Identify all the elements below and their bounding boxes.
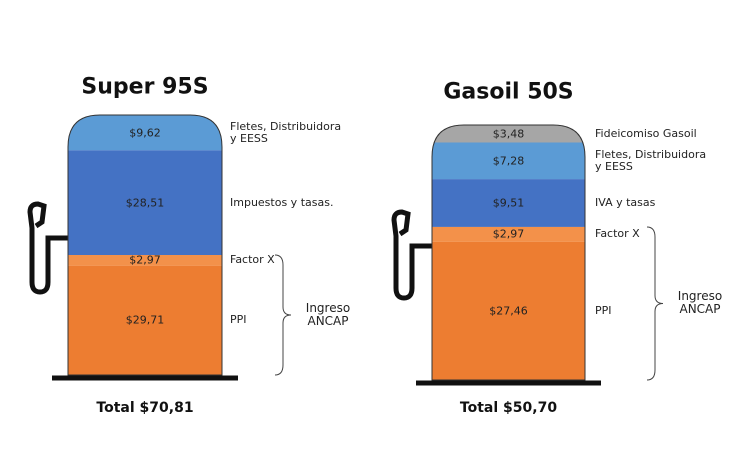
chart-title: Super 95S — [81, 74, 209, 100]
value-label: $2,97 — [129, 253, 161, 267]
nozzle — [27, 201, 68, 295]
segment-label: Fletes, Distribuidora y EESS — [595, 147, 707, 173]
total: Total $70,81 — [96, 400, 194, 416]
bracket — [274, 254, 292, 376]
value-label: $7,28 — [492, 154, 525, 168]
segment-label: Factor X — [595, 227, 640, 241]
value-label: $2,97 — [492, 227, 525, 241]
segment — [68, 150, 222, 256]
segment — [432, 226, 585, 242]
segment-label: Fideicomiso Gasoil — [595, 126, 697, 140]
segment-label: Fletes, Distribuidora y EESS — [230, 119, 342, 145]
segment-label: PPI — [230, 313, 247, 327]
bracket — [646, 226, 664, 381]
segment — [68, 265, 222, 375]
value-label: $3,48 — [492, 127, 525, 141]
chart-title: Gasoil 50S — [443, 79, 574, 105]
segment — [432, 142, 585, 180]
value-label: $27,46 — [489, 304, 528, 318]
segment — [432, 179, 585, 227]
segment-label: IVA y tasas — [595, 196, 656, 210]
value-label: $29,71 — [125, 313, 165, 327]
segment — [68, 255, 222, 266]
nozzle — [391, 209, 432, 301]
total: Total $50,70 — [459, 400, 558, 416]
outline — [431, 124, 586, 381]
segment — [432, 125, 585, 143]
annotation: Ingreso ANCAP — [677, 289, 723, 317]
value-label: $9,62 — [129, 126, 161, 140]
value-label: $9,51 — [492, 196, 525, 210]
segment — [432, 241, 585, 380]
outline — [67, 114, 223, 376]
annotation: Ingreso ANCAP — [305, 301, 351, 328]
segment-label: PPI — [595, 303, 612, 317]
segment-label: Factor X — [230, 253, 275, 267]
segment — [68, 115, 222, 151]
segment-label: Impuestos y tasas. — [230, 195, 334, 209]
value-label: $28,51 — [125, 196, 165, 210]
